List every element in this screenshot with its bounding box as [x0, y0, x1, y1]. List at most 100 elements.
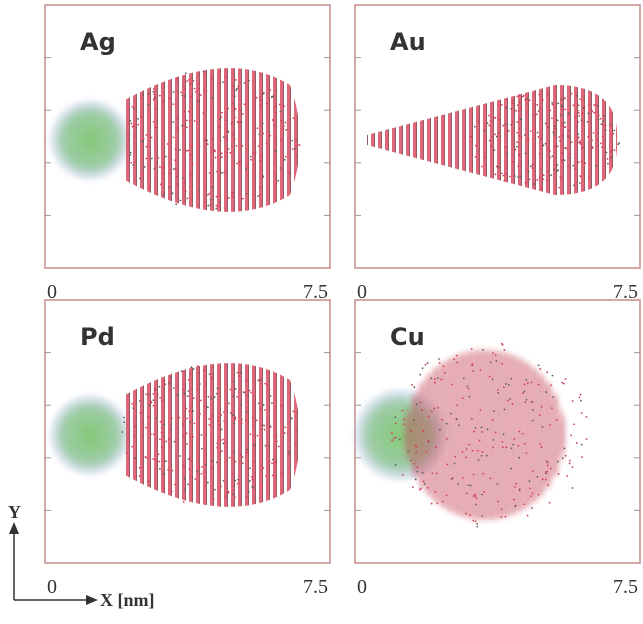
atom [145, 393, 148, 396]
atom [259, 96, 261, 98]
atom [561, 160, 564, 163]
atom [153, 167, 156, 170]
atom [517, 127, 520, 130]
atom [236, 87, 238, 90]
atom [553, 168, 556, 171]
atom [472, 495, 475, 498]
atom [186, 80, 189, 83]
atom [606, 158, 609, 160]
atom [500, 516, 503, 518]
atom [568, 114, 570, 116]
atom [209, 203, 212, 206]
atom [524, 152, 527, 155]
deposit-cone [125, 363, 300, 507]
atom [472, 370, 474, 372]
atom [147, 480, 149, 483]
atom [198, 83, 201, 86]
atom [437, 406, 440, 409]
atom [518, 489, 521, 492]
atom [532, 183, 535, 185]
atom [539, 443, 541, 445]
atom [279, 139, 282, 142]
atom [502, 174, 505, 177]
atom [172, 121, 175, 124]
atom [189, 421, 192, 424]
atom [254, 151, 257, 154]
atom [569, 459, 571, 462]
atom [176, 394, 179, 396]
atom [444, 372, 446, 374]
atom [234, 460, 237, 463]
atom [166, 143, 169, 145]
atom [521, 432, 524, 435]
atom [298, 144, 301, 146]
atom [430, 410, 433, 413]
atom [544, 472, 547, 475]
atom [540, 168, 543, 171]
atom [488, 139, 491, 142]
atom [226, 138, 229, 141]
atom [517, 165, 520, 168]
atom [587, 112, 590, 115]
atom [245, 495, 248, 498]
atom [201, 465, 204, 468]
atom [431, 472, 434, 475]
atom [453, 462, 456, 465]
atom [525, 452, 528, 455]
atom [188, 456, 191, 459]
atom [237, 85, 240, 88]
atom [132, 164, 135, 166]
panel: Au 0 7.5 [354, 4, 641, 303]
atom [569, 156, 572, 159]
atom [182, 388, 185, 391]
atom [581, 112, 583, 115]
atom [605, 151, 608, 154]
atom [596, 104, 599, 107]
atom [440, 378, 443, 381]
atom [545, 391, 548, 393]
atom [141, 434, 144, 437]
atom [534, 116, 537, 118]
atom [234, 416, 237, 419]
atom [259, 407, 262, 410]
substrate-sphere [50, 100, 130, 180]
atom [567, 165, 569, 168]
atom [568, 462, 571, 465]
atom [255, 419, 258, 422]
atom [265, 475, 267, 477]
atom [158, 94, 161, 97]
atom [211, 137, 214, 140]
atom [445, 422, 448, 425]
atom [240, 453, 242, 456]
atom [162, 423, 165, 426]
atom [256, 127, 259, 130]
atom [171, 192, 174, 195]
atom [234, 418, 237, 421]
panels: Ag 0 7.5 Au 0 7.5 Pd 0 7.5 Cu 0 7.5 [44, 4, 641, 598]
atom [296, 143, 299, 146]
atom [434, 491, 437, 494]
atom [502, 433, 505, 436]
atom [294, 443, 297, 446]
atom [573, 423, 575, 426]
atom [411, 486, 414, 489]
atom [407, 450, 410, 453]
atom [410, 459, 413, 462]
atom [393, 437, 396, 440]
atom [262, 91, 265, 94]
atom-cloud [367, 85, 621, 195]
panel-label: Pd [80, 323, 115, 351]
atom [207, 406, 209, 409]
atom [480, 426, 483, 429]
atom [231, 414, 234, 417]
atom [123, 421, 126, 424]
atom [519, 161, 522, 164]
atom [220, 152, 223, 155]
atom [456, 354, 458, 357]
atom [510, 447, 513, 450]
atom [531, 113, 534, 116]
atom [528, 480, 531, 482]
atom [556, 169, 559, 172]
atom [584, 162, 587, 164]
atom [433, 407, 436, 410]
